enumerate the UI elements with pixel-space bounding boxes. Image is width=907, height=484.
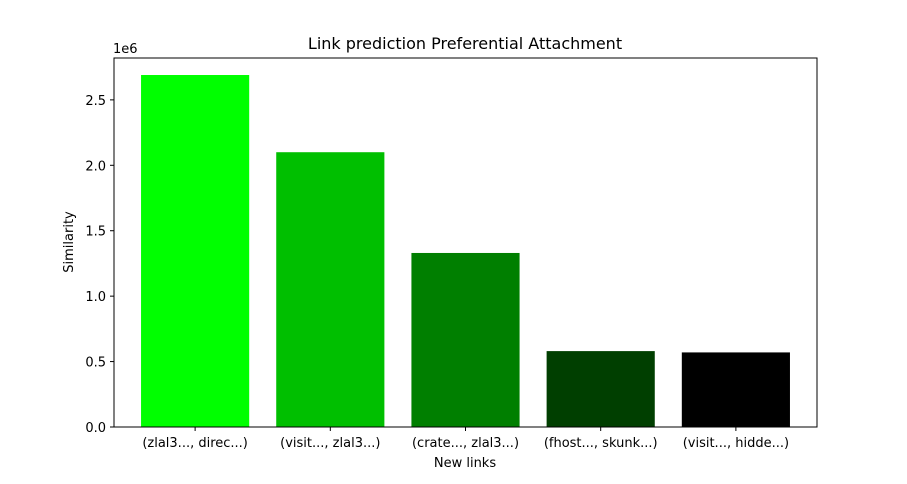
bar-2 — [276, 152, 385, 427]
y-tick-label: 1.0 — [85, 290, 106, 305]
bar-3 — [411, 252, 520, 427]
y-axis-label: Similarity — [62, 211, 77, 273]
x-axis-ticks: (zlal3..., direc...) (visit..., zlal3...)… — [142, 427, 789, 451]
bar-5 — [681, 352, 790, 427]
bar-1 — [141, 75, 250, 428]
y-tick-label: 2.5 — [85, 94, 106, 109]
y-axis-ticks: 0.0 0.5 1.0 1.5 2.0 2.5 — [85, 94, 114, 436]
bars-layer — [141, 75, 790, 428]
x-tick-label: (fhost..., skunk...) — [544, 436, 658, 451]
x-tick-label: (visit..., hidde...) — [683, 436, 789, 451]
x-tick-label: (crate..., zlal3...) — [412, 436, 519, 451]
bar-4 — [546, 351, 655, 427]
chart-title: Link prediction Preferential Attachment — [308, 34, 622, 53]
y-tick-label: 2.0 — [85, 159, 106, 174]
y-tick-label: 0.5 — [85, 356, 106, 371]
x-tick-label: (visit..., zlal3...) — [280, 436, 380, 451]
x-tick-label: (zlal3..., direc...) — [142, 436, 248, 451]
plot-frame — [113, 57, 818, 428]
y-tick-label: 0.0 — [85, 421, 106, 436]
y-axis-multiplier: 1e6 — [113, 42, 138, 57]
x-axis-label: New links — [434, 456, 496, 471]
y-tick-label: 1.5 — [85, 225, 106, 240]
